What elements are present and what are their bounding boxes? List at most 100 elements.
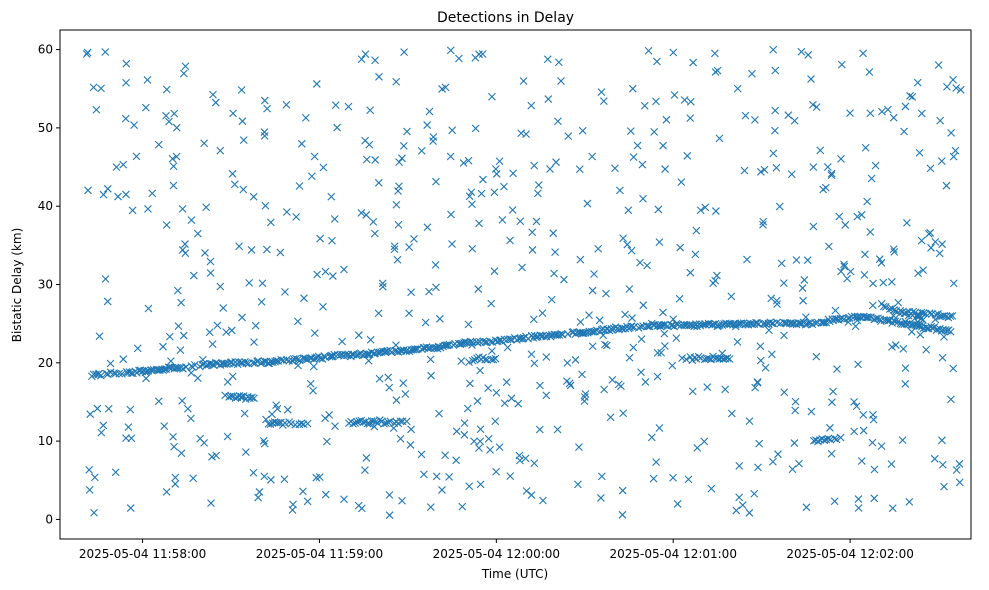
data-point [328,272,337,280]
data-point [486,337,495,346]
data-point [860,271,869,279]
data-point [626,127,635,136]
data-point [712,271,721,280]
data-point [588,286,597,295]
data-point [826,423,834,432]
data-point [127,369,136,377]
data-point [618,486,627,495]
data-point [854,495,863,503]
data-point [530,459,539,468]
data-point [599,331,608,340]
data-point [457,357,466,365]
data-point [442,341,451,350]
data-point [767,350,776,359]
data-point [398,154,406,163]
data-point [468,244,477,253]
data-point [660,342,669,350]
data-point [178,204,187,213]
data-point [172,152,181,161]
data-point [564,132,573,140]
data-point [565,379,574,388]
data-point [769,45,778,54]
data-point [638,160,647,169]
data-point [597,472,606,481]
data-point [172,123,181,132]
data-point [267,475,275,484]
data-point [179,69,188,78]
data-point [859,410,868,419]
data-point [643,322,652,331]
data-point [868,301,877,310]
data-point [840,262,849,271]
data-point [952,84,961,92]
data-point [519,77,528,85]
data-point [576,318,585,326]
data-point [354,331,363,340]
data-point [737,319,746,328]
data-point [597,88,606,97]
data-point [602,341,611,350]
data-point [546,332,555,341]
data-point [405,243,414,252]
data-point [452,427,461,436]
data-point [93,404,102,413]
data-point [528,246,537,254]
data-point [144,204,152,213]
data-point [600,385,609,394]
data-point [173,286,182,295]
data-point [464,156,473,165]
data-point [917,109,926,118]
data-point [295,182,304,190]
data-point [473,339,482,347]
data-point [181,62,190,71]
data-point [932,310,940,319]
data-point [297,139,306,148]
data-point [812,103,821,112]
data-point [362,155,371,164]
data-point [915,322,924,330]
data-point [436,343,445,352]
data-point [692,226,701,235]
data-point [652,458,660,467]
data-point [833,365,841,374]
data-point [625,353,634,362]
data-point [581,390,590,398]
data-point [723,354,732,362]
data-point [518,263,526,272]
data-point [119,355,128,364]
data-point [900,309,909,318]
data-point [896,306,905,315]
data-point [272,401,281,410]
data-point [369,217,378,226]
data-point [827,171,836,180]
data-point [725,355,734,363]
data-point [837,60,846,69]
data-point [530,359,539,368]
data-point [891,341,900,349]
data-point [101,275,110,283]
data-point [907,327,916,336]
data-point [316,234,325,243]
data-point [655,424,664,432]
data-point [553,425,562,434]
data-point [371,349,379,358]
data-point [552,158,560,167]
data-point [779,279,788,288]
data-point [351,419,360,427]
data-point [432,472,441,481]
data-point [636,258,644,267]
data-point [433,344,442,353]
data-point [206,257,215,266]
data-point [466,337,475,346]
data-point [563,330,572,338]
data-point [861,250,869,259]
data-point [669,48,678,57]
data-point [908,92,917,101]
data-point [938,460,947,469]
data-point [468,200,476,209]
data-point [791,406,800,415]
data-point [878,107,886,116]
data-point [831,306,840,315]
data-point [903,218,911,227]
data-point [676,243,685,252]
